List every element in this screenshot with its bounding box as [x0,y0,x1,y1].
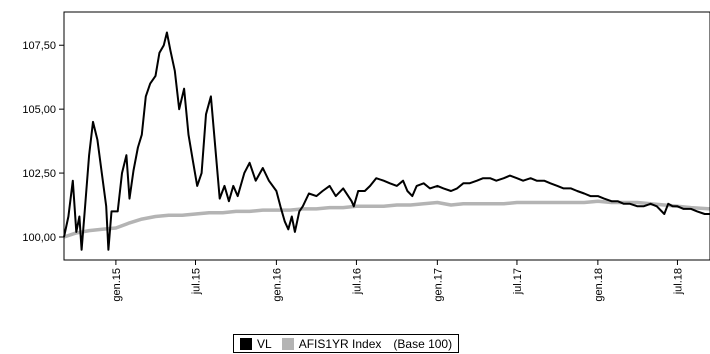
y-tick-label: 102,50 [22,168,56,180]
legend-item-afis1yr: AFIS1YR Index [281,336,382,351]
y-tick-label: 107,50 [22,40,56,52]
x-tick-label: jul.15 [190,268,202,295]
legend: VL AFIS1YR Index (Base 100) [233,334,460,353]
series-layer [63,31,710,251]
plot-frame [63,11,710,261]
series-line-vl [63,31,710,251]
y-tick-label: 100,00 [22,232,56,244]
x-tick-label: gen.16 [271,268,283,302]
x-tick-label: gen.18 [593,268,605,302]
legend-swatch-vl [240,337,252,350]
legend-label-vl: VL [257,336,272,351]
legend-swatch-afis1yr [281,337,294,350]
legend-note: (Base 100) [393,336,453,351]
legend-item-vl: VL [240,337,272,351]
x-tick-label: jul.17 [512,268,524,295]
legend-label-afis1yr: AFIS1YR Index [298,336,382,351]
y-tick-label: 105,00 [22,104,56,116]
x-tick-label: jul.16 [351,268,363,295]
x-tick-label: gen.15 [111,268,123,302]
series-line-afis1yr-index [63,199,710,239]
x-axis: gen.15 jul.15 gen.16 jul.16 gen.17 jul.17 gen.… [111,260,684,302]
y-axis: 100,00 102,50 105,00 107,50 [22,40,64,244]
x-tick-label: gen.17 [432,268,444,302]
x-tick-label: jul.18 [672,268,684,295]
